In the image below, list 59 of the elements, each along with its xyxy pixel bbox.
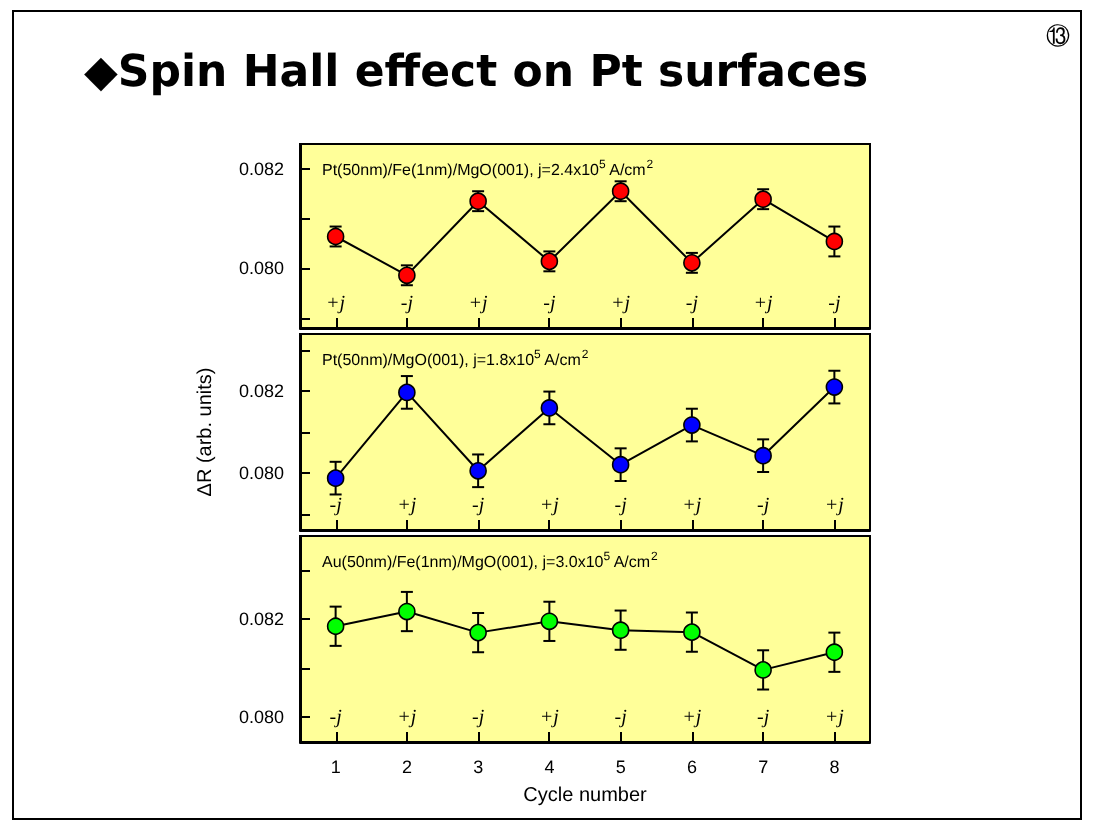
- y-tick-label: 0.080: [238, 258, 284, 279]
- annotation: +j: [824, 707, 845, 729]
- y-tick-label: 0.080: [238, 707, 284, 728]
- point: [825, 378, 844, 396]
- point: [825, 232, 844, 251]
- x-tick-label: 8: [829, 757, 840, 777]
- y-tick-label: 0.080: [238, 462, 284, 483]
- point: [754, 446, 772, 465]
- x-tick-label: 3: [473, 757, 484, 777]
- y-tick-label: 0.082: [238, 158, 284, 179]
- point: [398, 602, 416, 621]
- x-tick-label: 2: [401, 757, 412, 777]
- annotation: -j: [685, 293, 699, 315]
- annotation: +j: [397, 495, 417, 517]
- point: [754, 661, 772, 679]
- x-tick-label: 1: [330, 757, 341, 777]
- point: [326, 469, 345, 487]
- point: [611, 455, 630, 474]
- text: ⑬: [1046, 20, 1070, 54]
- annotation: -j: [757, 495, 770, 517]
- annotation: -j: [543, 293, 556, 315]
- y-tick-label: 0.082: [238, 381, 284, 402]
- point: [326, 617, 345, 636]
- annotation: +j: [753, 293, 774, 315]
- point: [469, 462, 487, 480]
- annotation: +j: [682, 707, 702, 729]
- annotation: +j: [682, 495, 702, 517]
- point: [398, 383, 416, 402]
- x-tick-label: 7: [758, 757, 769, 777]
- annotation: -j: [329, 707, 343, 729]
- annotation: -j: [614, 707, 628, 729]
- y-tick-label: 0.082: [238, 609, 284, 630]
- annotation: -j: [757, 707, 770, 729]
- annotation: -j: [329, 495, 343, 517]
- annotation: -j: [400, 293, 414, 315]
- point: [540, 612, 559, 631]
- point: [611, 621, 630, 639]
- annotation: -j: [828, 293, 841, 315]
- annotation: -j: [614, 495, 628, 517]
- point: [540, 399, 559, 417]
- annotation: +j: [611, 293, 631, 315]
- x-tick-label: 6: [686, 757, 697, 777]
- chart-title: ◆Spin Hall effect on Pt surfaces: [84, 48, 869, 98]
- point: [469, 623, 487, 642]
- annotation: +j: [468, 293, 489, 315]
- annotation: -j: [472, 707, 485, 729]
- annotation: +j: [539, 495, 560, 517]
- annotation: -j: [472, 495, 485, 517]
- y-axis-title: ΔR (arb. units): [195, 367, 217, 497]
- annotation: +j: [824, 495, 845, 517]
- x-tick-label: 4: [544, 757, 555, 777]
- annotation: +j: [397, 707, 417, 729]
- point: [683, 623, 701, 641]
- annotation: +j: [539, 707, 560, 729]
- annotation: +j: [326, 293, 346, 315]
- point: [683, 416, 701, 434]
- x-axis-title: Cycle number: [523, 785, 649, 807]
- point: [825, 643, 844, 662]
- x-tick-label: 5: [615, 757, 626, 777]
